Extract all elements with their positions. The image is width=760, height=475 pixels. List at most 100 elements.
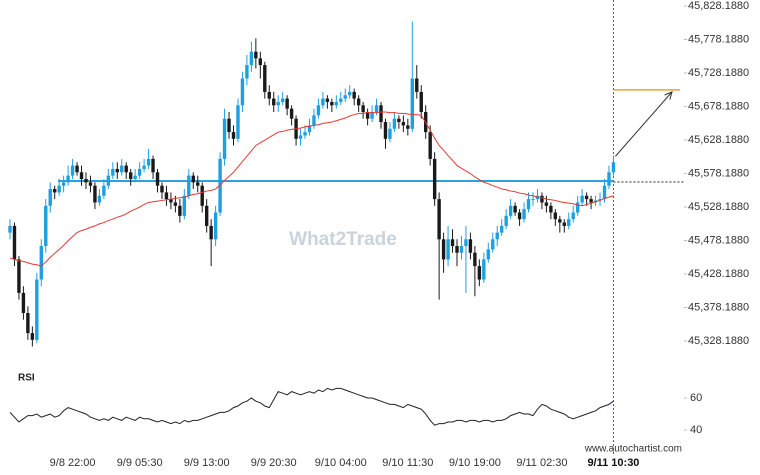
candle-body <box>124 165 128 173</box>
x-tick-label: 9/11 02:30 <box>516 457 567 469</box>
candle-body <box>598 199 602 201</box>
forecast-arrow-head <box>664 91 673 100</box>
candle-body <box>477 266 482 280</box>
candle-body <box>245 65 249 79</box>
candle-body <box>128 172 133 179</box>
candle-body <box>191 175 195 183</box>
candle-body <box>432 158 437 200</box>
candle-body <box>21 292 26 313</box>
candle-body <box>8 225 12 233</box>
candle-body <box>17 259 21 293</box>
candle-body <box>12 225 17 260</box>
y-tick-label: 45,828.1880 <box>688 0 749 12</box>
candle-body <box>455 246 459 253</box>
candle-body <box>464 239 468 246</box>
candle-body <box>155 172 160 186</box>
candle-body <box>240 78 245 106</box>
candle-body <box>137 168 142 176</box>
candle-body <box>35 279 39 340</box>
candle-body <box>383 122 388 139</box>
candle-body <box>531 199 535 201</box>
candle-body <box>611 162 616 173</box>
candle-body <box>388 128 392 139</box>
candle-body <box>491 239 495 250</box>
candle-body <box>111 168 115 176</box>
x-tick-label: 9/8 22:00 <box>50 457 96 469</box>
candle-body <box>575 202 580 213</box>
candle-body <box>151 158 155 173</box>
candle-body <box>401 122 406 126</box>
y-tick-label: 45,428.1880 <box>688 268 749 280</box>
candle-body <box>428 132 432 159</box>
candle-body <box>30 333 35 340</box>
rsi-tick-label: 60 <box>690 392 702 404</box>
candle-body <box>504 215 508 226</box>
candle-body <box>415 78 419 92</box>
candle-body <box>182 195 187 216</box>
watermark: What2Trade <box>289 229 397 250</box>
candle-body <box>334 101 339 106</box>
candle-body <box>66 175 70 183</box>
y-tick-label: 45,328.1880 <box>688 335 749 347</box>
candle-body <box>258 58 263 66</box>
candle-body <box>321 98 325 106</box>
candle-body <box>607 172 611 186</box>
candle-body <box>437 199 441 240</box>
y-tick-label: 45,478.1880 <box>688 234 749 246</box>
x-tick-label: 9/10 04:00 <box>315 457 367 469</box>
candle-body <box>102 185 106 196</box>
candle-body <box>209 225 213 240</box>
candle-body <box>508 205 513 216</box>
candle-body <box>486 249 490 260</box>
candle-body <box>540 195 544 203</box>
y-tick-label: 45,678.1880 <box>688 100 749 112</box>
source: www.autochartist.com <box>584 444 682 455</box>
candle-body <box>410 78 414 129</box>
candle-body <box>312 115 316 126</box>
candle-body <box>571 212 575 220</box>
candle-body <box>84 179 88 183</box>
candle-body <box>263 65 267 92</box>
candle-body <box>339 98 343 102</box>
candle-body <box>187 175 191 196</box>
candle-body <box>446 239 450 260</box>
candle-body <box>160 185 164 193</box>
candle-body <box>285 98 289 109</box>
candle-body <box>589 199 593 203</box>
candle-body <box>500 225 504 233</box>
candle-body <box>602 185 607 200</box>
candle-body <box>549 205 553 213</box>
candle-body <box>200 185 204 206</box>
candle-body <box>173 202 178 206</box>
rsi-tick-label: 40 <box>690 424 702 436</box>
candle-body <box>343 95 347 99</box>
candle-body <box>26 313 30 334</box>
candle-body <box>330 101 334 106</box>
x-tick-label: 9/10 19:00 <box>449 457 501 469</box>
candle-body <box>267 91 271 99</box>
candle-body <box>379 105 383 123</box>
rsi-line <box>9 387 614 426</box>
candle-body <box>249 51 254 66</box>
candle-body <box>289 108 294 119</box>
forecast-arrow <box>615 91 673 157</box>
x-tick-label: 9/11 10:30 <box>587 457 639 469</box>
candle-body <box>544 202 549 206</box>
candle-body <box>580 195 584 203</box>
candle-body <box>178 205 182 216</box>
candle-body <box>254 51 258 59</box>
y-tick-label: 45,778.1880 <box>688 33 749 45</box>
candle-body <box>348 91 352 96</box>
candle-body <box>325 98 330 102</box>
candle-body <box>276 101 280 106</box>
candle-body <box>482 259 486 280</box>
y-tick-label: 45,578.1880 <box>688 167 749 179</box>
candle-body <box>522 209 526 220</box>
y-tick-label: 45,528.1880 <box>688 201 749 213</box>
candle-body <box>567 219 571 226</box>
candle-body <box>231 132 236 139</box>
candle-body <box>70 165 75 176</box>
candle-body <box>106 175 111 186</box>
candle-body <box>419 91 423 112</box>
